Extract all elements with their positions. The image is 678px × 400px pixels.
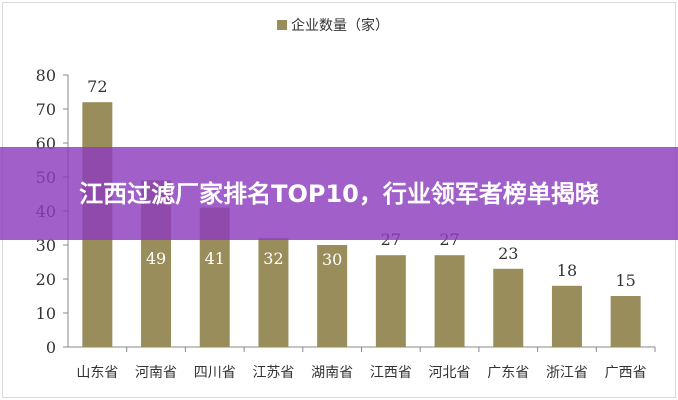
bar xyxy=(551,285,582,347)
title-banner: 江西过滤厂家排名TOP10，行业领军者榜单揭晓 xyxy=(0,147,678,240)
x-tick-label: 山东省 xyxy=(76,365,118,381)
data-label: 18 xyxy=(557,261,577,280)
y-tick-label: 0 xyxy=(46,338,56,357)
legend-label: 企业数量（家） xyxy=(291,17,389,34)
data-label: 23 xyxy=(498,244,518,263)
legend-swatch xyxy=(277,20,287,30)
y-tick-label: 70 xyxy=(36,100,56,119)
data-label: 72 xyxy=(87,77,107,96)
banner-title: 江西过滤厂家排名TOP10，行业领军者榜单揭晓 xyxy=(79,179,599,208)
bar xyxy=(375,255,406,347)
x-tick-label: 河北省 xyxy=(429,365,471,381)
x-tick-label: 浙江省 xyxy=(546,365,588,381)
data-label: 32 xyxy=(263,249,283,268)
data-label: 41 xyxy=(205,249,225,268)
x-tick-label: 江苏省 xyxy=(252,365,294,381)
x-tick-label: 广东省 xyxy=(487,365,529,381)
x-tick-label: 广西省 xyxy=(605,365,647,381)
x-tick-label: 四川省 xyxy=(194,365,236,381)
data-label: 15 xyxy=(615,271,635,290)
y-tick-label: 20 xyxy=(36,270,56,289)
x-tick-label: 江西省 xyxy=(370,365,412,381)
x-tick-label: 湖南省 xyxy=(311,365,353,381)
y-tick-label: 80 xyxy=(36,66,56,85)
y-tick-label: 30 xyxy=(36,236,56,255)
y-tick-label: 10 xyxy=(36,304,56,323)
bar xyxy=(258,238,289,347)
x-tick-label: 河南省 xyxy=(135,365,177,381)
data-label: 30 xyxy=(322,250,342,269)
bar xyxy=(610,296,641,347)
bar xyxy=(493,268,524,347)
bar xyxy=(317,245,348,347)
bar xyxy=(434,255,465,347)
data-label: 49 xyxy=(146,249,166,268)
